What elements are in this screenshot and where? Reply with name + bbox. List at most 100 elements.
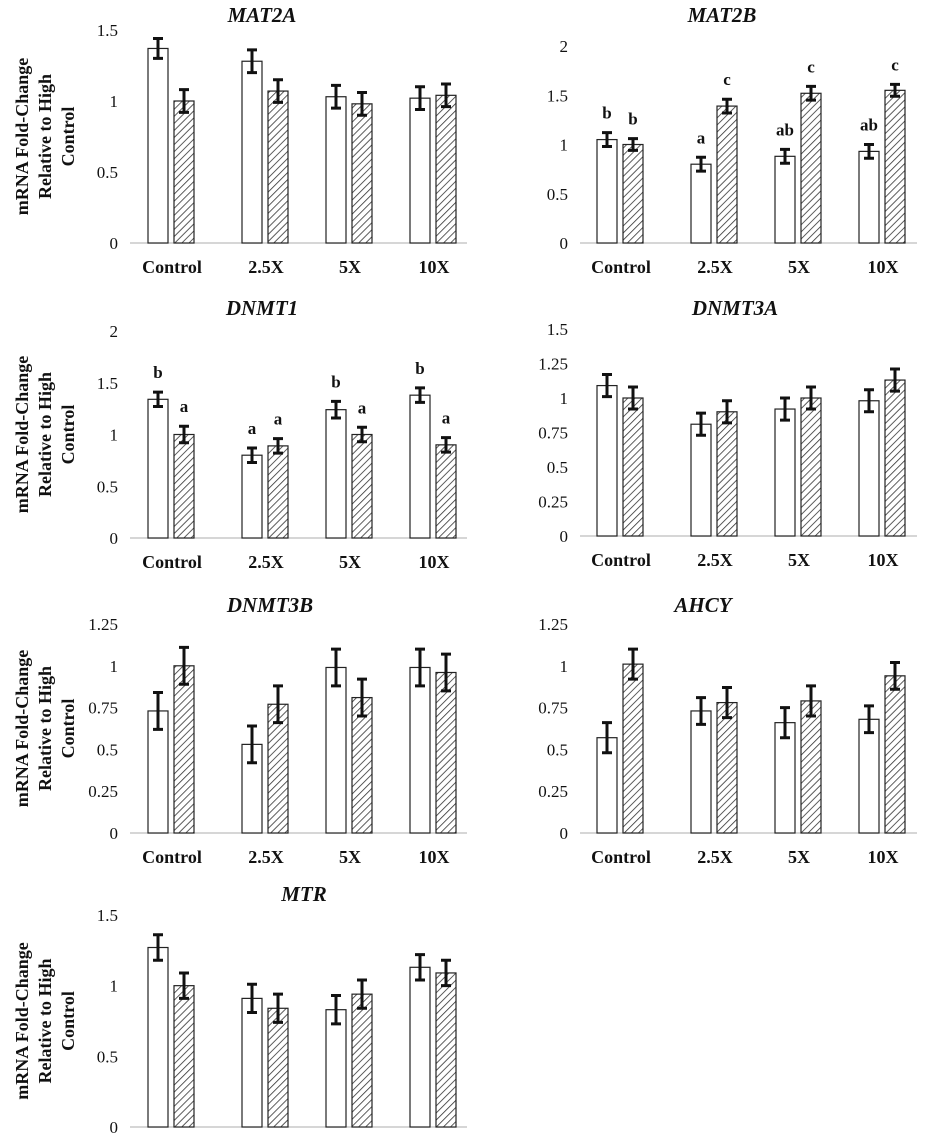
error-bar bbox=[247, 982, 257, 1015]
y-axis-label-line: mRNA Fold-Change bbox=[12, 942, 32, 1100]
x-category-label: 10X bbox=[419, 257, 450, 277]
y-tick-label: 0.75 bbox=[538, 699, 568, 718]
bar-hatched-10x bbox=[884, 675, 906, 834]
y-tick-label: 1.5 bbox=[97, 906, 118, 925]
x-category-label: Control bbox=[591, 847, 651, 867]
error-bar bbox=[179, 88, 189, 114]
bar-open-10x bbox=[858, 400, 880, 537]
x-category-label: 2.5X bbox=[248, 552, 284, 572]
bar-open-25x bbox=[690, 710, 712, 834]
error-bar bbox=[273, 78, 283, 104]
x-category-label: 2.5X bbox=[697, 550, 733, 570]
bar-open-10x bbox=[858, 718, 880, 834]
y-tick-label: 0.5 bbox=[97, 740, 118, 759]
bar-hatched-25x bbox=[716, 701, 738, 834]
bar-open-5x bbox=[325, 1009, 347, 1128]
bar-open-control bbox=[596, 384, 618, 537]
error-bar bbox=[415, 647, 425, 688]
error-bar bbox=[153, 390, 163, 409]
bar-open-25x bbox=[690, 423, 712, 537]
y-tick-label: 1 bbox=[560, 389, 569, 408]
significance-label: a bbox=[180, 397, 189, 416]
bar-hatched-10x bbox=[435, 972, 457, 1128]
y-axis-label-line: Relative to High bbox=[35, 74, 55, 199]
y-axis-label: mRNA Fold-Change Relative to High Control bbox=[12, 942, 78, 1100]
bar-hatched-10x bbox=[435, 671, 457, 834]
bar-hatched-5x bbox=[351, 993, 373, 1128]
x-category-label: Control bbox=[142, 847, 202, 867]
error-bar bbox=[890, 660, 900, 691]
error-bar bbox=[357, 425, 367, 444]
chart-title: MTR bbox=[280, 882, 327, 906]
significance-label: b bbox=[602, 104, 611, 123]
error-bar bbox=[415, 953, 425, 982]
y-axis-label-line: Relative to High bbox=[35, 959, 55, 1084]
y-tick-label: 0.25 bbox=[538, 782, 568, 801]
chart-title: DNMT3A bbox=[691, 296, 778, 320]
x-category-label: 10X bbox=[868, 847, 899, 867]
bar-hatched-control bbox=[622, 143, 644, 244]
x-category-label: 2.5X bbox=[248, 847, 284, 867]
y-axis-label-line: Control bbox=[58, 107, 78, 167]
y-axis-label-line: Control bbox=[58, 405, 78, 465]
chart-panel-mtr: MTR mRNA Fold-Change Relative to High Contr… bbox=[12, 882, 467, 1137]
error-bar bbox=[602, 721, 612, 755]
y-axis-label-line: Relative to High bbox=[35, 666, 55, 791]
error-bar bbox=[806, 385, 816, 411]
significance-label: a bbox=[442, 409, 451, 428]
error-bar bbox=[628, 137, 638, 152]
error-bar bbox=[806, 84, 816, 102]
x-category-label: Control bbox=[142, 552, 202, 572]
x-category-label: 5X bbox=[339, 847, 361, 867]
bar-open-25x bbox=[241, 60, 263, 244]
significance-label: b bbox=[153, 363, 162, 382]
y-tick-label: 1 bbox=[110, 92, 119, 111]
significance-label: b bbox=[415, 359, 424, 378]
error-bar bbox=[696, 696, 706, 726]
bar-hatched-5x bbox=[351, 103, 373, 244]
y-tick-label: 0.5 bbox=[97, 477, 118, 496]
error-bar bbox=[179, 424, 189, 445]
y-tick-label: 1.5 bbox=[547, 320, 568, 339]
y-tick-label: 0.5 bbox=[547, 185, 568, 204]
bar-open-25x bbox=[690, 163, 712, 244]
bar-open-5x bbox=[774, 722, 796, 834]
x-category-label: Control bbox=[142, 257, 202, 277]
bar-open-control bbox=[147, 398, 169, 539]
error-bar bbox=[331, 399, 341, 420]
error-bar bbox=[357, 90, 367, 117]
y-tick-label: 0.5 bbox=[547, 458, 568, 477]
bar-hatched-25x bbox=[267, 90, 289, 244]
x-category-label: 2.5X bbox=[697, 257, 733, 277]
error-bar bbox=[722, 399, 732, 425]
bar-hatched-25x bbox=[716, 105, 738, 244]
chart-title: DNMT1 bbox=[225, 296, 298, 320]
y-tick-label: 1.25 bbox=[88, 615, 118, 634]
y-tick-label: 0 bbox=[560, 824, 569, 843]
x-category-label: 5X bbox=[788, 847, 810, 867]
bar-hatched-10x bbox=[884, 379, 906, 537]
error-bar bbox=[179, 971, 189, 1000]
x-category-label: 2.5X bbox=[248, 257, 284, 277]
x-category-label: 10X bbox=[868, 550, 899, 570]
error-bar bbox=[441, 958, 451, 988]
bar-open-control bbox=[147, 47, 169, 244]
error-bar bbox=[602, 131, 612, 148]
error-bar bbox=[247, 724, 257, 765]
error-bar bbox=[441, 652, 451, 693]
y-tick-label: 2 bbox=[110, 322, 119, 341]
bar-hatched-10x bbox=[884, 89, 906, 244]
chart-panel-ahcy: AHCY 0 0.25 0.5 0.75 1 1.25 Control 2.5X 5X 10X bbox=[538, 593, 917, 867]
significance-label: c bbox=[807, 57, 815, 76]
error-bar bbox=[415, 85, 425, 112]
bar-open-25x bbox=[241, 997, 263, 1128]
y-tick-label: 0.5 bbox=[547, 740, 568, 759]
y-axis-label-line: Control bbox=[58, 699, 78, 759]
y-tick-label: 0 bbox=[110, 824, 119, 843]
error-bar bbox=[864, 143, 874, 160]
error-bar bbox=[153, 37, 163, 60]
bar-hatched-10x bbox=[435, 94, 457, 244]
bar-hatched-25x bbox=[267, 1007, 289, 1128]
bar-hatched-5x bbox=[800, 700, 822, 834]
